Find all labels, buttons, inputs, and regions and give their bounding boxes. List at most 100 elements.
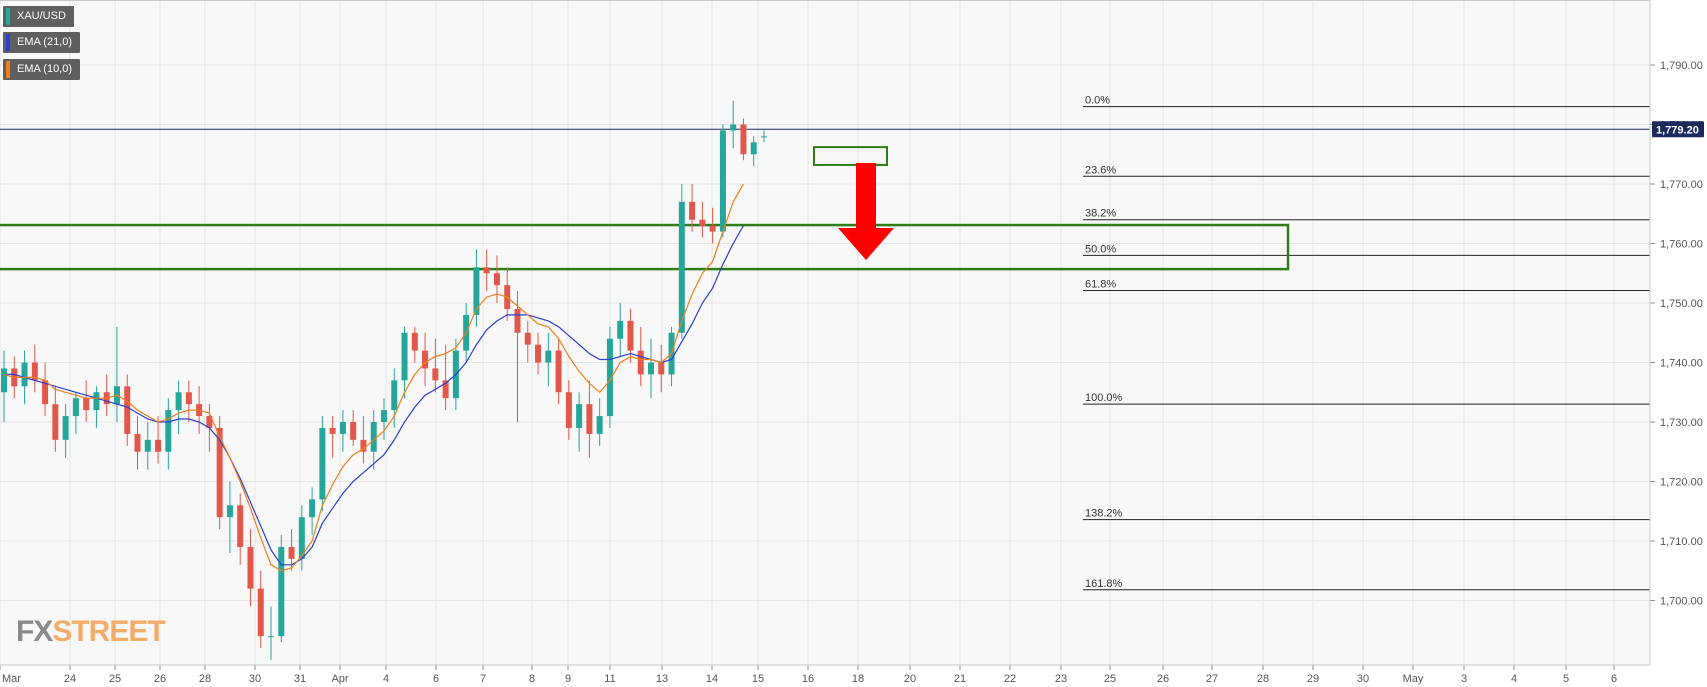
y-tick-label: 1,760.00 (1660, 239, 1703, 251)
consolidation-zone (813, 146, 888, 166)
y-tick-label: 1,790.00 (1660, 60, 1703, 72)
x-tick-label: Mar (2, 673, 21, 685)
candle-body (442, 380, 449, 399)
x-tick-label: 26 (154, 673, 166, 685)
fib-label: 138.2% (1085, 508, 1123, 520)
candle-body (432, 368, 439, 381)
x-tick-label: 24 (64, 673, 76, 685)
y-tick-label: 1,740.00 (1660, 358, 1703, 370)
candle-body (524, 332, 531, 345)
candle-body (740, 124, 747, 155)
candle-body (93, 392, 100, 411)
support-zone (0, 223, 1290, 271)
candle-body (586, 404, 593, 434)
legend-ema10[interactable]: EMA (10,0) (3, 59, 81, 80)
fib-label: 0.0% (1085, 95, 1110, 107)
x-tick-label: 15 (752, 673, 764, 685)
candle-body (565, 392, 572, 428)
candle-body (493, 273, 500, 286)
legend-swatch (6, 34, 10, 51)
x-tick-label: 27 (1206, 673, 1218, 685)
logo-part: STREET (52, 615, 165, 648)
candle-body (473, 267, 480, 315)
fib-label: 100.0% (1085, 392, 1123, 404)
candle-body (339, 422, 346, 434)
candle-body (319, 427, 326, 500)
candle-body (21, 362, 28, 387)
candle-body (750, 142, 757, 155)
x-tick-label: 8 (529, 673, 535, 685)
x-tick-label: 21 (954, 673, 966, 685)
candle-body (422, 350, 429, 369)
x-tick-label: 3 (1461, 673, 1467, 685)
candle-body (329, 427, 336, 434)
candle-body (535, 344, 542, 363)
candle-body (699, 219, 706, 226)
candle-body (760, 136, 767, 138)
candle-body (555, 350, 562, 393)
candle-body (72, 398, 79, 417)
candle-body (62, 416, 69, 440)
candle-body (401, 332, 408, 381)
x-tick-label: 22 (1004, 673, 1016, 685)
current-price-label: 1,779.20 (1656, 124, 1699, 136)
y-tick-label: 1,700.00 (1660, 596, 1703, 608)
y-tick-label: 1,750.00 (1660, 298, 1703, 310)
candle-body (185, 392, 192, 405)
ema10-line (3, 183, 744, 572)
fxstreet-logo: FXSTREET (16, 615, 166, 649)
candle-body (360, 439, 367, 452)
x-tick-label: 28 (199, 673, 211, 685)
candle-body (514, 308, 521, 333)
plot-area (0, 0, 1650, 665)
candle-body (678, 201, 685, 333)
candle-body (391, 380, 398, 411)
candle-body (380, 410, 387, 422)
candle-body (155, 439, 162, 452)
candle-body (226, 505, 233, 518)
x-tick-label: 30 (249, 673, 261, 685)
candle-body (278, 546, 285, 637)
x-tick-label: 25 (109, 673, 121, 685)
candle-body (545, 350, 552, 363)
fib-label: 38.2% (1085, 208, 1116, 220)
x-tick-label: 14 (706, 673, 718, 685)
x-tick-label: 29 (1307, 673, 1319, 685)
candle-body (206, 416, 213, 428)
candle-body (144, 439, 151, 452)
x-tick-label: 4 (1511, 673, 1517, 685)
candle-body (288, 546, 295, 559)
candle-body (298, 517, 305, 559)
candle-body (124, 386, 131, 434)
fib-label: 50.0% (1085, 243, 1116, 255)
candle-body (709, 225, 716, 232)
candle-body (606, 338, 613, 417)
x-tick-label: 31 (294, 673, 306, 685)
ema-lines (3, 183, 744, 572)
candle-body (31, 362, 38, 381)
legend-xauusd[interactable]: XAU/USD (3, 6, 74, 27)
candle-body (247, 546, 254, 589)
fib-label: 61.8% (1085, 279, 1116, 291)
x-tick-label: 23 (1055, 673, 1067, 685)
x-tick-label: May (1403, 673, 1424, 685)
x-tick-label: Apr (331, 673, 348, 685)
candle-body (309, 499, 316, 518)
candle-body (719, 130, 726, 232)
fibonacci-levels: 0.0% 23.6% 38.2% 50.0% 61.8% 100.0% 138.2% 161.… (0, 95, 1650, 591)
y-tick-label: 1,720.00 (1660, 477, 1703, 489)
candle-body (689, 201, 696, 220)
x-tick-label: 26 (1157, 673, 1169, 685)
candle-body (83, 398, 90, 411)
down-arrow (838, 163, 894, 260)
candle-body (483, 267, 490, 274)
x-tick-label: 28 (1257, 673, 1269, 685)
x-tick-label: 30 (1357, 673, 1369, 685)
candle-body (730, 124, 737, 131)
grid (0, 0, 1650, 665)
x-tick-label: 7 (480, 673, 486, 685)
x-tick-label: 25 (1104, 673, 1116, 685)
legend-ema21[interactable]: EMA (21,0) (3, 32, 81, 53)
candle-body (257, 588, 264, 637)
